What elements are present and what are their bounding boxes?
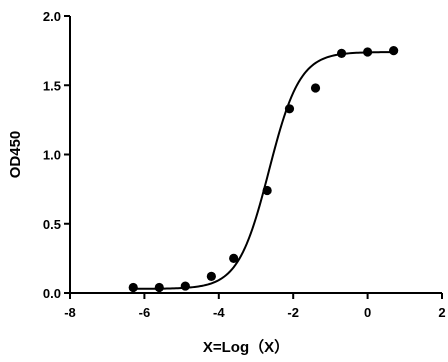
- data-point: [310, 83, 321, 93]
- data-point: [229, 253, 239, 263]
- data-point: [128, 282, 138, 293]
- y-tick-label: 0.5: [43, 217, 61, 232]
- x-tick-label: -4: [213, 305, 225, 320]
- y-axis-title: OD450: [7, 131, 24, 179]
- x-tick-label: 2: [438, 305, 445, 320]
- x-tick-label: -2: [287, 305, 299, 320]
- y-tick-label: 0.0: [43, 286, 61, 301]
- data-point: [389, 46, 399, 56]
- data-point: [284, 104, 295, 114]
- y-axis-ticks: 0.0 0.5 1.0 1.5 2.0: [43, 9, 70, 301]
- data-point: [262, 185, 272, 196]
- y-tick-label: 1.0: [43, 148, 61, 163]
- x-tick-label: -8: [64, 305, 76, 320]
- data-point: [154, 282, 164, 293]
- x-axis-title: X=Log（X）: [203, 338, 289, 356]
- data-point: [180, 281, 190, 291]
- fit-curve: [133, 51, 396, 290]
- x-axis-ticks: -8 -6 -4 -2 0 2: [64, 293, 446, 320]
- y-tick-label: 1.5: [43, 78, 61, 93]
- data-point: [206, 271, 216, 281]
- x-tick-label: -6: [139, 305, 151, 320]
- data-point: [336, 48, 347, 58]
- y-tick-label: 2.0: [43, 9, 61, 24]
- data-point: [363, 47, 373, 57]
- data-points: [128, 46, 399, 293]
- x-tick-label: 0: [364, 305, 371, 320]
